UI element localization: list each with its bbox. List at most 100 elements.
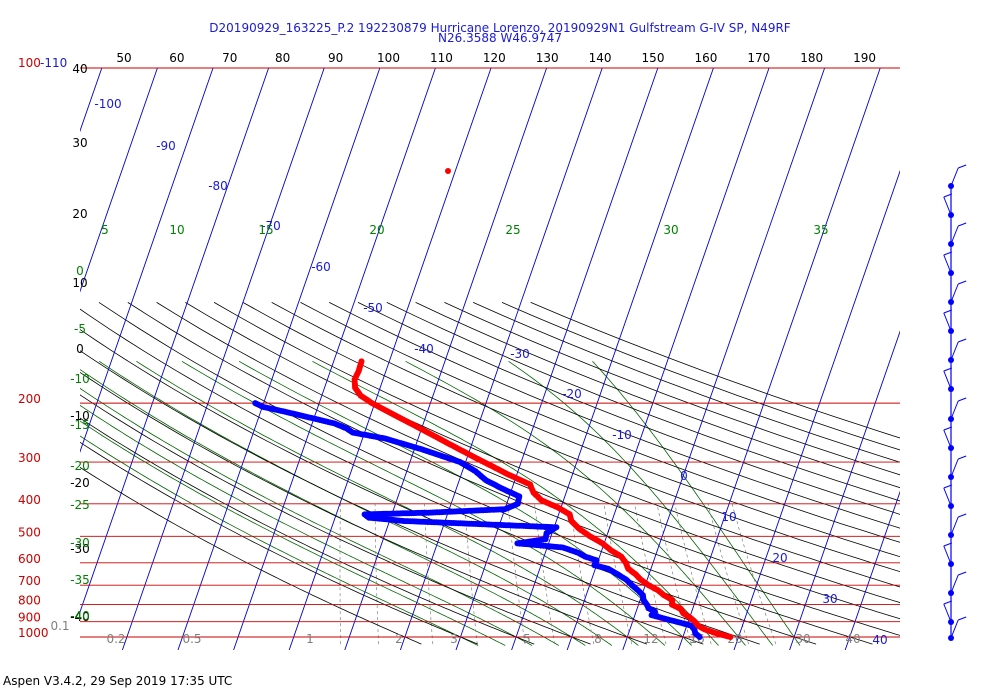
wind-barb-flag: [958, 222, 967, 227]
dry-adiabat: [156, 302, 900, 620]
pressure-label: 300: [18, 451, 41, 465]
isotherm-line: [288, 68, 492, 650]
left-theta-w-label: -25: [70, 498, 90, 512]
wind-barb-shaft: [950, 619, 959, 639]
temperature-profile-point: [445, 168, 451, 174]
pressure-label: 500: [18, 525, 41, 539]
moist-adiabat: [80, 404, 533, 646]
moist-adiabat: [80, 435, 479, 646]
footer-version: Aspen V3.4.2, 29 Sep 2019 17:35 UTC: [3, 674, 233, 688]
dry-adiabat: [444, 302, 900, 476]
mixing-ratio-line: [534, 503, 555, 645]
wind-barb-shaft: [950, 574, 959, 594]
isotherm-label: -30: [510, 347, 530, 361]
isotherm-label: -50: [363, 301, 383, 315]
top-temperature-tick: 90: [328, 51, 343, 65]
wind-barb-shaft: [943, 545, 952, 565]
isotherm-line: [844, 490, 900, 650]
left-temperature-label: 10: [72, 276, 87, 290]
wind-barb-shaft: [943, 370, 952, 390]
dry-adiabat: [80, 466, 422, 645]
dry-adiabat: [185, 302, 900, 603]
isotherm-line: [233, 68, 436, 650]
mixing-ratio-label: 0.1: [50, 619, 69, 633]
wind-barb-shaft: [943, 429, 952, 449]
isotherm-label: 10: [721, 510, 736, 524]
isotherm-line: [511, 68, 714, 650]
top-temperature-tick: 100: [377, 51, 400, 65]
wind-barb-shaft: [943, 312, 952, 332]
isotherm-label: -100: [94, 97, 121, 111]
left-theta-w-label: -30: [70, 536, 90, 550]
pressure-label: -110: [40, 56, 67, 70]
wind-barb-shaft: [943, 603, 952, 623]
pressure-label: 100: [18, 56, 41, 70]
isotherm-line: [789, 330, 900, 650]
isotherm-line: [677, 68, 881, 650]
mixing-ratio-label: 1: [306, 632, 314, 646]
isotherm-label: -70: [261, 219, 281, 233]
moist-adiabat: [80, 369, 586, 646]
left-theta-w-label: -10: [70, 372, 90, 386]
top-temperature-tick: 60: [169, 51, 184, 65]
isotherm-label: -90: [156, 139, 176, 153]
temperature-profile-point: [358, 358, 365, 365]
isotherm-label: -10: [612, 428, 632, 442]
isotherm-line: [80, 68, 158, 293]
wind-barb-flag: [958, 455, 967, 460]
dry-adiabat: [80, 371, 648, 645]
wind-barb-shaft: [950, 283, 959, 303]
chart-title-line2: N26.3588 W46.9747: [438, 31, 562, 45]
isotherm-line: [566, 68, 770, 650]
dry-adiabat: [80, 329, 760, 645]
mixing-ratio-label: 5: [523, 632, 531, 646]
dry-adiabat: [329, 302, 900, 529]
dry-adiabat: [80, 308, 817, 645]
mixing-ratio-label: 30: [795, 632, 810, 646]
wind-barb-flag: [943, 309, 952, 314]
mixing-ratio-label: 0.5: [182, 632, 201, 646]
moist-adiabat: [592, 361, 801, 646]
mixing-ratio-label: 3: [450, 632, 458, 646]
mixing-ratio-label: 2: [395, 632, 403, 646]
theta-w-label: 10: [169, 223, 184, 237]
dry-adiabat: [213, 302, 900, 588]
theta-w-label: 15: [258, 223, 273, 237]
dry-adiabat: [300, 302, 900, 543]
dry-adiabat: [80, 417, 535, 645]
isotherm-label: 30: [822, 592, 837, 606]
isotherms: [80, 68, 900, 650]
top-temperature-tick: 170: [747, 51, 770, 65]
isotherm-line: [121, 68, 325, 650]
top-temperature-tick: 160: [694, 51, 717, 65]
left-theta-w-label: -40: [70, 609, 90, 623]
wind-barb-shaft: [950, 458, 959, 478]
isotherm-line: [622, 68, 826, 650]
mixing-ratio-label: 8: [594, 632, 602, 646]
mixing-ratio-line: [603, 503, 633, 645]
left-theta-w-label: 0: [76, 264, 84, 278]
sounding-profiles: [252, 168, 734, 640]
wind-barb-shaft: [950, 400, 959, 420]
isotherm-line: [455, 68, 659, 650]
moist-adiabats: [80, 360, 801, 646]
mixing-ratio-line: [674, 503, 712, 645]
dry-adiabat: [98, 302, 873, 645]
theta-w-label: 30: [663, 223, 678, 237]
dry-adiabat: [386, 302, 900, 502]
pressure-label: 900: [18, 611, 41, 625]
wind-barb-flag: [958, 338, 967, 343]
top-temperature-tick: 180: [800, 51, 823, 65]
top-temperature-tick: 80: [275, 51, 290, 65]
mixing-ratio-line: [707, 503, 749, 645]
wind-barb-flag: [958, 513, 967, 518]
pressure-label: 400: [18, 493, 41, 507]
isotherm-label: 20: [772, 551, 787, 565]
mixing-ratio-line: [656, 503, 692, 645]
mixing-ratio-line: [731, 503, 777, 645]
left-temperature-label: 30: [72, 136, 87, 150]
wind-barb-flag: [958, 571, 967, 576]
mixing-ratio-line: [464, 503, 478, 645]
moist-adiabat: [181, 360, 666, 646]
